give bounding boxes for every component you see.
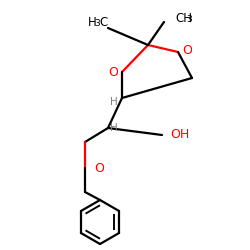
Text: 3: 3	[186, 15, 192, 24]
Text: H: H	[88, 16, 97, 28]
Text: OH: OH	[170, 128, 189, 141]
Text: H: H	[110, 97, 118, 107]
Text: O: O	[182, 44, 192, 57]
Text: O: O	[94, 162, 104, 174]
Text: 3: 3	[94, 19, 100, 28]
Text: CH: CH	[175, 12, 192, 24]
Text: C: C	[99, 16, 107, 28]
Text: H: H	[110, 123, 118, 133]
Text: O: O	[108, 66, 118, 78]
